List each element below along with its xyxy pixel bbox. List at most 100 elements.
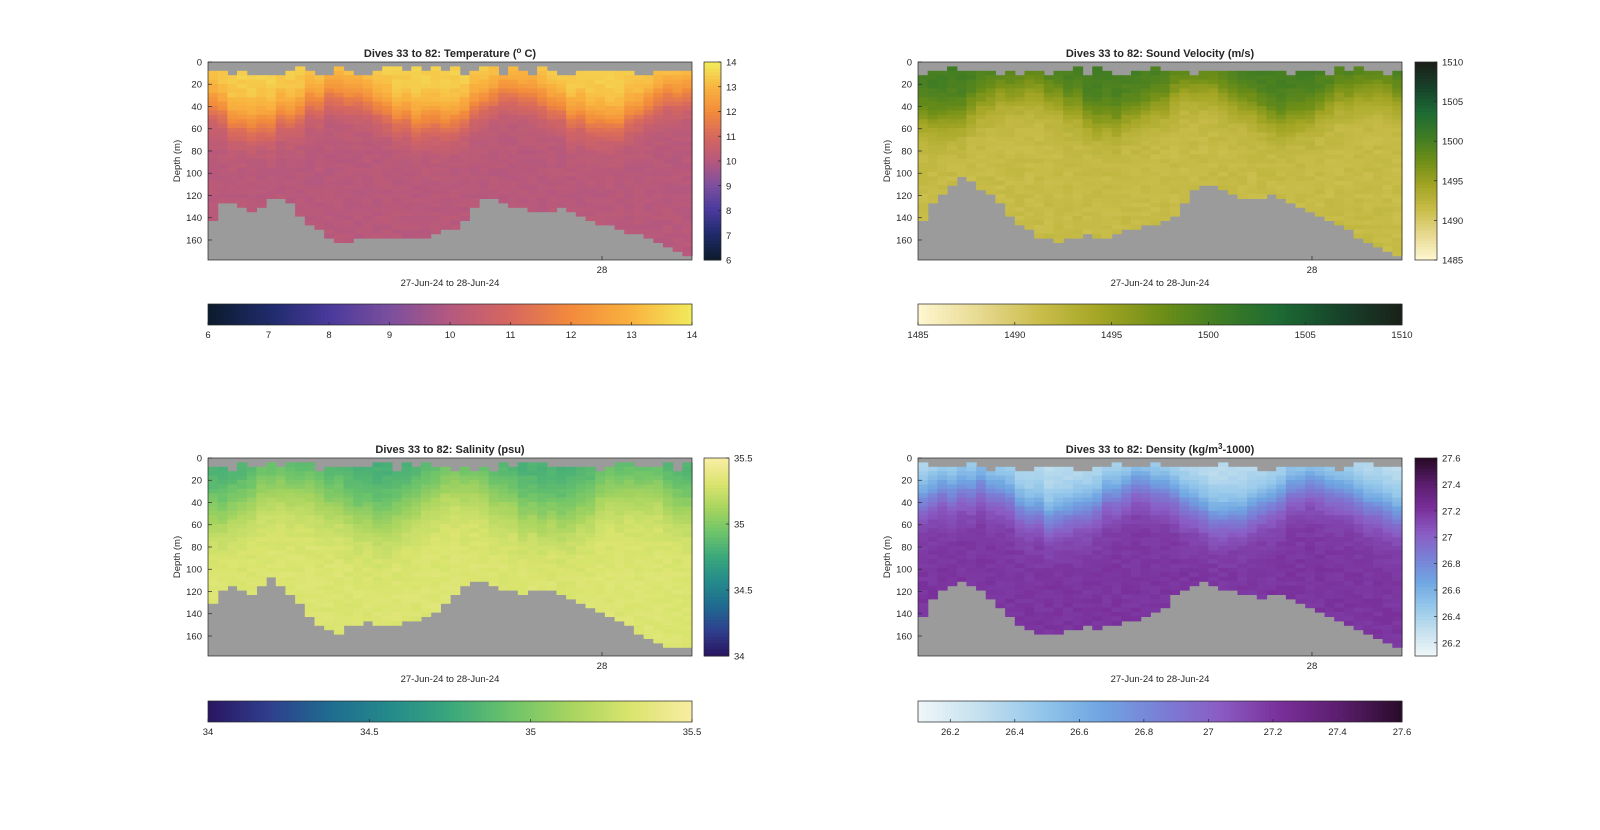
heatmap-cell bbox=[469, 163, 480, 169]
heatmap-cell bbox=[353, 488, 364, 494]
heatmap-cell bbox=[624, 154, 635, 160]
heatmap-cell bbox=[966, 167, 977, 173]
heatmap-cell bbox=[324, 471, 335, 477]
heatmap-cell bbox=[937, 84, 948, 89]
heatmap-cell bbox=[1363, 216, 1374, 221]
heatmap-cell bbox=[1121, 185, 1132, 191]
heatmap-cell bbox=[1256, 163, 1268, 169]
heatmap-cell bbox=[411, 110, 422, 116]
heatmap-cell bbox=[411, 532, 422, 538]
colorbar-swatch bbox=[482, 304, 487, 325]
heatmap-cell bbox=[1034, 75, 1045, 81]
heatmap-cell bbox=[604, 211, 616, 217]
heatmap-cell bbox=[391, 66, 403, 72]
heatmap-cell bbox=[995, 194, 1006, 199]
heatmap-cell bbox=[1005, 97, 1016, 103]
heatmap-cell bbox=[1285, 106, 1297, 111]
heatmap-cell bbox=[604, 110, 616, 116]
heatmap-cell bbox=[459, 563, 470, 569]
heatmap-cell bbox=[1382, 220, 1393, 226]
heatmap-cell bbox=[333, 66, 345, 72]
heatmap-cell bbox=[208, 211, 219, 217]
heatmap-cell bbox=[295, 484, 306, 490]
heatmap-cell bbox=[1266, 141, 1277, 147]
heatmap-cell bbox=[1179, 97, 1190, 103]
heatmap-cell bbox=[459, 568, 470, 573]
heatmap-cell bbox=[1014, 101, 1026, 107]
heatmap-cell bbox=[227, 154, 238, 160]
heatmap-cell bbox=[256, 163, 267, 169]
heatmap-cell bbox=[1043, 154, 1055, 160]
y-tick-label: 40 bbox=[901, 102, 912, 113]
heatmap-cell bbox=[985, 141, 997, 147]
colorbar-swatch bbox=[566, 304, 572, 325]
heatmap-cell bbox=[1208, 79, 1219, 85]
heatmap-cell bbox=[546, 572, 558, 578]
heatmap-cell bbox=[614, 101, 625, 107]
heatmap-cell bbox=[372, 515, 383, 521]
heatmap-cell bbox=[556, 471, 567, 477]
heatmap-cell bbox=[208, 202, 219, 208]
heatmap-cell bbox=[1179, 136, 1190, 142]
heatmap-cell bbox=[1092, 216, 1103, 221]
heatmap-cell bbox=[1063, 110, 1074, 116]
heatmap-cell bbox=[237, 488, 248, 494]
heatmap-cell bbox=[314, 163, 325, 169]
heatmap-cell bbox=[362, 167, 374, 173]
heatmap-cell bbox=[420, 233, 432, 239]
heatmap-cell bbox=[353, 97, 364, 103]
heatmap-cell bbox=[459, 510, 470, 516]
heatmap-cell bbox=[420, 546, 432, 551]
colorbar-swatch bbox=[1164, 304, 1169, 325]
heatmap-cell bbox=[537, 79, 548, 85]
heatmap-cell bbox=[420, 497, 432, 503]
heatmap-cell bbox=[333, 123, 345, 129]
colorbar-tick-label: 1485 bbox=[907, 330, 928, 341]
heatmap-cell bbox=[1343, 202, 1355, 208]
heatmap-cell bbox=[285, 497, 296, 503]
heatmap-cell bbox=[653, 70, 664, 76]
heatmap-cell bbox=[440, 471, 451, 477]
heatmap-cell bbox=[362, 163, 374, 169]
heatmap-cell bbox=[217, 563, 228, 569]
heatmap-cell bbox=[1072, 163, 1084, 169]
colorbar-tick-label: 8 bbox=[326, 330, 331, 341]
heatmap-cell bbox=[1101, 176, 1113, 182]
heatmap-cell bbox=[411, 123, 422, 129]
heatmap-cell bbox=[604, 220, 616, 226]
colorbar-tick-label: 12 bbox=[726, 107, 737, 118]
heatmap-cell bbox=[956, 172, 967, 177]
heatmap-cell bbox=[266, 502, 277, 507]
heatmap-cell bbox=[1053, 229, 1064, 235]
heatmap-cell bbox=[256, 145, 267, 151]
heatmap-cell bbox=[1092, 158, 1103, 164]
heatmap-cell bbox=[508, 132, 519, 138]
heatmap-cell bbox=[304, 497, 316, 503]
heatmap-cell bbox=[1266, 97, 1277, 103]
heatmap-cell bbox=[401, 233, 412, 239]
colorbar-swatch bbox=[1091, 304, 1096, 325]
heatmap-cell bbox=[1295, 185, 1306, 191]
heatmap-cell bbox=[1314, 88, 1326, 94]
heatmap-cell bbox=[546, 128, 558, 133]
colorbar-swatch bbox=[1389, 304, 1395, 325]
heatmap-cell bbox=[362, 79, 374, 85]
heatmap-cell bbox=[1005, 185, 1016, 191]
heatmap-cell bbox=[353, 510, 364, 516]
heatmap-cell bbox=[440, 70, 451, 76]
heatmap-cell bbox=[256, 546, 267, 551]
heatmap-cell bbox=[1276, 150, 1287, 155]
heatmap-cell bbox=[372, 524, 383, 529]
heatmap-cell bbox=[527, 519, 538, 525]
heatmap-cell bbox=[208, 75, 219, 81]
heatmap-cell bbox=[508, 488, 519, 494]
colorbar-swatch bbox=[587, 304, 592, 325]
heatmap-cell bbox=[324, 145, 335, 151]
colorbar-swatch bbox=[704, 104, 721, 109]
colorbar-swatch bbox=[320, 304, 326, 325]
heatmap-cell bbox=[1140, 185, 1151, 191]
heatmap-cell bbox=[237, 550, 248, 556]
y-tick-label: 60 bbox=[191, 124, 202, 135]
heatmap-cell bbox=[1198, 176, 1209, 182]
heatmap-cell bbox=[1353, 198, 1364, 204]
